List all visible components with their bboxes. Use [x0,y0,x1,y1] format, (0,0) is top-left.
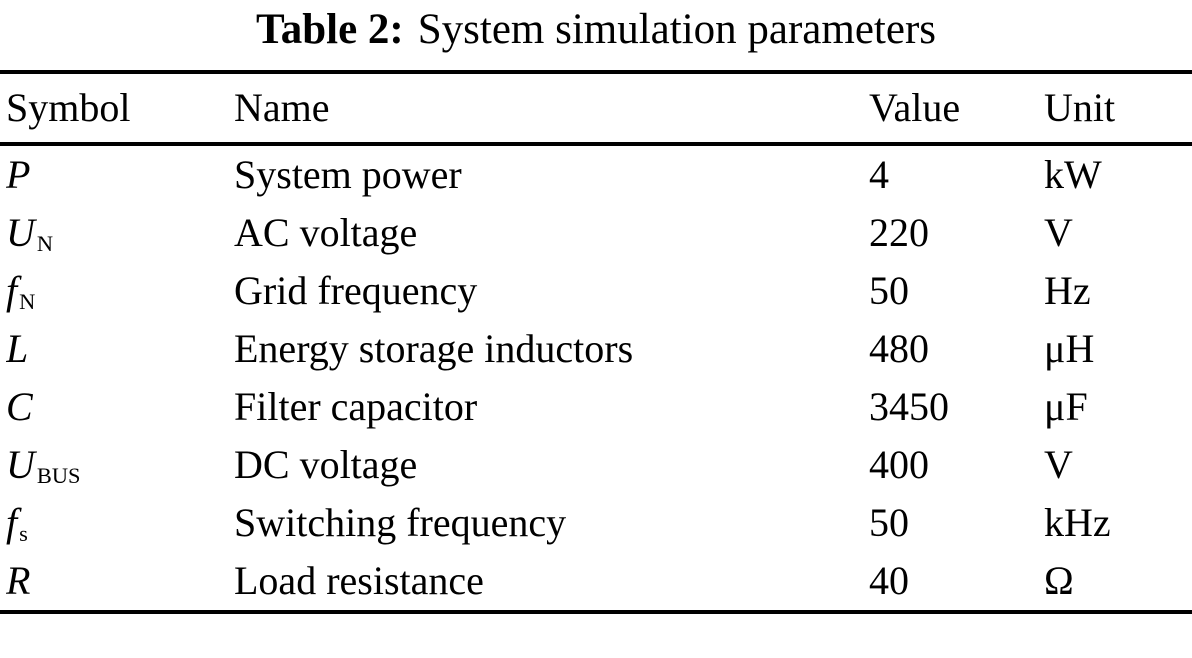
unit-cell: V [1044,442,1073,487]
symbol-main: U [6,210,35,255]
table-row: fs Switching frequency 50 kHz [0,494,1192,552]
name-cell: Load resistance [234,558,484,603]
symbol-main: f [6,500,18,545]
header-symbol: Symbol [6,85,131,130]
value-cell: 400 [869,442,929,487]
table-caption-label: Table 2: [255,6,404,53]
symbol-main: P [6,152,31,197]
name-cell: System power [234,152,462,197]
table-row: P System power 4 kW [0,146,1192,204]
unit-cell: kHz [1044,500,1111,545]
symbol-cell: R [6,552,234,610]
name-cell: Filter capacitor [234,384,478,429]
table-row: fN Grid frequency 50 Hz [0,262,1192,320]
symbol-main: C [6,384,33,429]
unit-cell: μH [1044,326,1095,371]
name-cell: Grid frequency [234,268,478,313]
parameters-table: Symbol Name Value Unit P System power 4 kW U… [0,70,1192,614]
table-caption-text: System simulation parameters [417,6,937,53]
symbol-cell: C [6,378,234,436]
symbol-main: R [6,558,31,603]
table-row: R Load resistance 40 Ω [0,552,1192,610]
name-cell: Switching frequency [234,500,567,545]
table-row: UBUS DC voltage 400 V [0,436,1192,494]
symbol-subscript: N [19,288,36,314]
value-cell: 50 [869,268,909,313]
value-cell: 480 [869,326,929,371]
table-row: C Filter capacitor 3450 μF [0,378,1192,436]
name-cell: AC voltage [234,210,418,255]
symbol-cell: UBUS [6,436,234,500]
value-cell: 50 [869,500,909,545]
unit-cell: μF [1044,384,1088,429]
symbol-subscript: N [36,230,54,256]
value-cell: 40 [869,558,909,603]
table-caption: Table 2: System simulation parameters [0,0,1192,56]
symbol-cell: fN [6,262,234,326]
symbol-main: L [6,326,29,371]
unit-cell: Ω [1044,558,1074,603]
name-cell: DC voltage [234,442,418,487]
header-unit: Unit [1044,85,1116,130]
symbol-main: U [6,442,35,487]
value-cell: 3450 [869,384,949,429]
header-value: Value [869,85,961,130]
unit-cell: Hz [1044,268,1091,313]
symbol-main: f [6,268,18,313]
symbol-cell: UN [6,204,234,268]
unit-cell: V [1044,210,1073,255]
symbol-cell: fs [6,494,234,558]
value-cell: 220 [869,210,929,255]
header-name: Name [234,85,330,130]
value-cell: 4 [869,152,889,197]
table-header-row: Symbol Name Value Unit [0,74,1192,146]
table-row: UN AC voltage 220 V [0,204,1192,262]
name-cell: Energy storage inductors [234,326,634,371]
symbol-cell: P [6,146,234,204]
table-row: L Energy storage inductors 480 μH [0,320,1192,378]
symbol-cell: L [6,320,234,378]
symbol-subscript: BUS [36,462,81,488]
symbol-subscript: s [19,520,28,546]
unit-cell: kW [1044,152,1102,197]
